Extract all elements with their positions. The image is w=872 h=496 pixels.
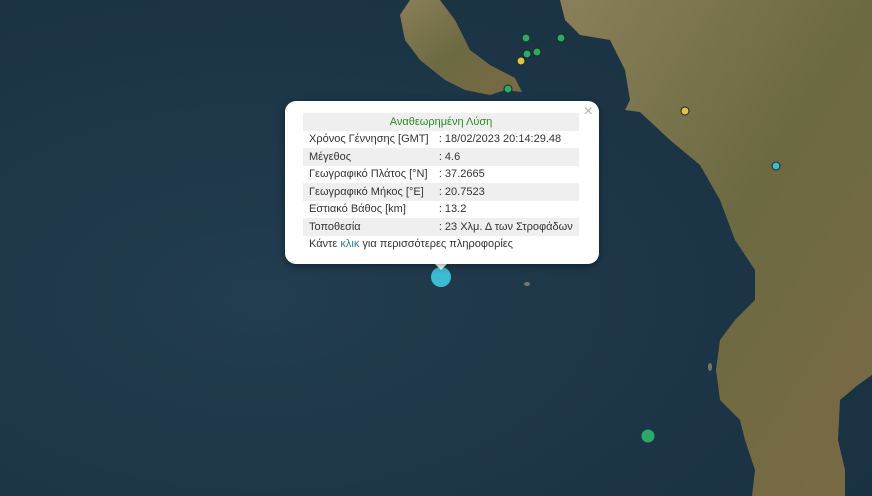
close-icon[interactable]: ×: [583, 103, 593, 120]
row-value: : 37.2665: [438, 168, 485, 181]
row-label: Τοποθεσία: [303, 218, 435, 236]
more-info-text: Κάντε κλικ για περισσότερες πληροφορίες: [303, 236, 579, 254]
more-info-link[interactable]: κλικ: [340, 238, 360, 251]
row-label: Γεωγραφικό Πλάτος [°N]: [309, 168, 428, 181]
popup-title: Αναθεωρημένη Λύση: [303, 113, 579, 131]
earthquake-marker-green[interactable]: [521, 33, 531, 43]
zakynthos-island: [400, 0, 522, 95]
row-label: Εστιακό Βάθος [km]: [309, 203, 406, 216]
more-suffix: για περισσότερες πληροφορίες: [359, 238, 513, 251]
peloponnese-land: [560, 0, 872, 496]
earthquake-info-popup: × Αναθεωρημένη Λύση Χρόνος Γέννησης [GMT…: [285, 101, 599, 264]
earthquake-marker-green[interactable]: [522, 49, 532, 59]
row-label: Γεωγραφικό Μήκος [°E]: [303, 183, 435, 201]
more-prefix: Κάντε: [309, 238, 341, 251]
row-value: : 18/02/2023 20:14:29.48: [438, 133, 562, 146]
islet: [708, 363, 712, 371]
row-label: Μέγεθος: [303, 148, 435, 166]
earthquake-details-table: Αναθεωρημένη Λύση Χρόνος Γέννησης [GMT]:…: [303, 113, 579, 253]
strofades-islet: [524, 282, 530, 286]
row-value: : 20.7523: [434, 183, 579, 201]
earthquake-marker-cyan[interactable]: [771, 161, 781, 171]
row-value: : 23 Χλμ. Δ των Στροφάδων: [434, 218, 579, 236]
selected-earthquake-marker[interactable]: [431, 267, 451, 287]
earthquake-marker-green[interactable]: [532, 47, 542, 57]
earthquake-marker-green[interactable]: [641, 429, 655, 443]
row-value: : 4.6: [434, 148, 579, 166]
popup-tip: [433, 262, 449, 270]
row-value: : 13.2: [438, 203, 467, 216]
earthquake-marker-yellow[interactable]: [680, 106, 690, 116]
earthquake-marker-green[interactable]: [503, 84, 513, 94]
row-label: Χρόνος Γέννησης [GMT]: [309, 133, 429, 146]
earthquake-marker-yellow[interactable]: [516, 56, 526, 66]
earthquake-marker-green[interactable]: [556, 33, 566, 43]
